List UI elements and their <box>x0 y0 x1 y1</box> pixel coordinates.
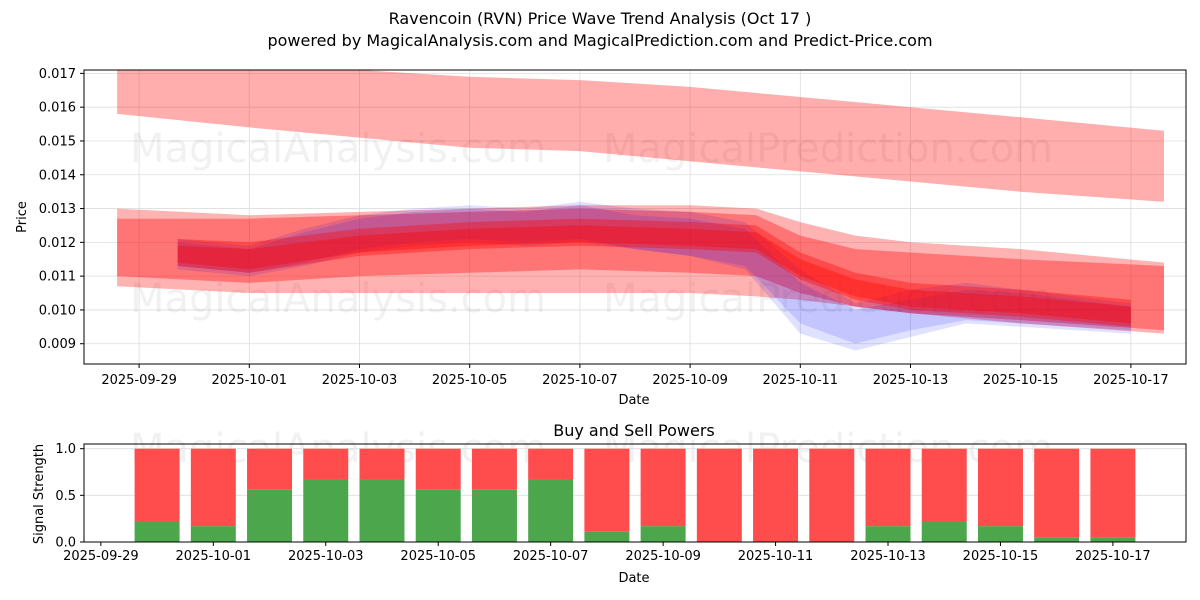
buy-sell-x-tick-label: 2025-10-17 <box>1075 549 1151 564</box>
price-x-tick-label: 2025-10-17 <box>1093 373 1169 388</box>
band-red-wave-2 <box>177 225 1131 324</box>
buy-sell-chart: Buy and Sell Powers MagicalAnalysis.com … <box>32 421 1187 586</box>
price-grid <box>84 70 1186 364</box>
price-y-tick-label: 0.017 <box>39 67 76 82</box>
sell-bar <box>696 448 742 542</box>
sell-bar <box>359 448 405 480</box>
buy-sell-x-tick-label: 2025-10-11 <box>738 549 814 564</box>
watermark-analysis: MagicalAnalysis.com <box>130 276 546 322</box>
buy-bar <box>640 526 686 542</box>
sell-bar <box>247 448 293 490</box>
band-mid-band <box>117 208 1165 331</box>
price-y-tick-label: 0.010 <box>39 303 76 318</box>
chart-subtitle: powered by MagicalAnalysis.com and Magic… <box>267 31 933 50</box>
band-outer-band <box>117 205 1165 334</box>
buy-bar <box>415 489 461 542</box>
buy-sell-y-ticks: 0.0 0.5 1.0 <box>55 442 84 551</box>
price-x-axis-label: Date <box>618 393 649 408</box>
sell-bar <box>134 448 180 522</box>
buy-bar <box>1090 537 1136 542</box>
band-blue-wave-1 <box>177 201 1131 351</box>
buy-bar <box>359 479 405 542</box>
price-y-tick-label: 0.009 <box>39 337 76 352</box>
price-x-ticks: 2025-09-29 2025-10-01 2025-10-03 2025-10-05… <box>101 364 1169 388</box>
sell-bar <box>640 448 686 527</box>
price-watermarks: MagicalAnalysis.com MagicalPrediction.co… <box>130 126 1053 322</box>
buy-bar <box>190 526 236 542</box>
sell-bar <box>809 448 855 542</box>
buy-sell-y-tick-label: 0.5 <box>55 489 76 504</box>
sell-bar <box>921 448 967 522</box>
price-chart: MagicalAnalysis.com MagicalPrediction.co… <box>15 67 1187 408</box>
price-y-tick-label: 0.015 <box>39 134 76 149</box>
price-y-tick-label: 0.012 <box>39 236 76 251</box>
buy-bar <box>134 521 180 542</box>
band-upper-band <box>117 70 1164 202</box>
buy-sell-axes-frame <box>83 443 1187 543</box>
price-x-tick-label: 2025-10-11 <box>763 373 839 388</box>
chart-title: Ravencoin (RVN) Price Wave Trend Analysi… <box>388 9 812 28</box>
buy-sell-y-tick-label: 0.0 <box>55 536 76 551</box>
buy-sell-x-tick-label: 2025-10-07 <box>513 549 589 564</box>
buy-sell-y-axis-label: Signal Strength <box>32 444 47 544</box>
buy-sell-x-tick-label: 2025-10-09 <box>625 549 701 564</box>
buy-sell-x-tick-label: 2025-09-29 <box>63 549 139 564</box>
price-x-tick-label: 2025-10-05 <box>432 373 508 388</box>
buy-sell-bars <box>134 448 1136 542</box>
sell-bar <box>415 448 461 490</box>
sell-bar <box>1090 448 1136 538</box>
price-y-tick-label: 0.011 <box>39 270 76 285</box>
price-y-axis-label: Price <box>15 201 30 233</box>
buy-bar <box>1034 537 1080 542</box>
buy-bar <box>977 526 1023 542</box>
price-y-tick-label: 0.014 <box>39 168 76 183</box>
sell-bar <box>584 448 630 532</box>
price-x-tick-label: 2025-10-15 <box>983 373 1059 388</box>
buy-bar <box>303 479 349 542</box>
price-y-tick-label: 0.013 <box>39 202 76 217</box>
buy-sell-x-axis-label: Date <box>618 571 649 586</box>
watermark-prediction: MagicalPrediction.com <box>603 276 1053 322</box>
price-x-tick-label: 2025-10-03 <box>322 373 398 388</box>
buy-sell-x-tick-label: 2025-10-13 <box>850 549 926 564</box>
buy-sell-x-ticks: 2025-09-29 2025-10-01 2025-10-03 2025-10-05… <box>63 542 1151 564</box>
sell-bar <box>753 448 799 542</box>
buy-bar <box>584 531 630 542</box>
buy-sell-x-tick-label: 2025-10-03 <box>288 549 364 564</box>
buy-bar <box>247 489 293 542</box>
band-blue-wave-2 <box>177 205 1131 344</box>
buy-sell-title: Buy and Sell Powers <box>553 421 715 440</box>
buy-sell-x-tick-label: 2025-10-05 <box>400 549 476 564</box>
sell-bar <box>471 448 517 490</box>
price-x-tick-label: 2025-10-13 <box>873 373 949 388</box>
buy-bar <box>528 479 574 542</box>
sell-bar <box>1034 448 1080 538</box>
buy-bar <box>865 526 911 542</box>
buy-sell-y-tick-label: 1.0 <box>55 442 76 457</box>
price-plot-area <box>84 70 1186 364</box>
sell-bar <box>303 448 349 480</box>
watermark-analysis: MagicalAnalysis.com <box>130 126 546 172</box>
buy-bar <box>921 521 967 542</box>
price-y-tick-label: 0.016 <box>39 101 76 116</box>
sell-bar <box>865 448 911 527</box>
buy-bar <box>471 489 517 542</box>
sell-bar <box>977 448 1023 527</box>
price-y-ticks: 0.009 0.010 0.011 0.012 0.013 0.014 0.015 0.016… <box>39 67 84 352</box>
sell-bar <box>190 448 236 527</box>
watermark-prediction: MagicalPrediction.com <box>603 126 1053 172</box>
band-red-wave-1 <box>177 218 1131 327</box>
buy-sell-x-tick-label: 2025-10-15 <box>963 549 1039 564</box>
buy-sell-x-tick-label: 2025-10-01 <box>176 549 252 564</box>
price-axes-frame <box>83 69 1187 365</box>
sell-bar <box>528 448 574 480</box>
price-x-tick-label: 2025-10-09 <box>652 373 728 388</box>
price-x-tick-label: 2025-09-29 <box>101 373 177 388</box>
price-bands <box>117 70 1165 351</box>
price-x-tick-label: 2025-10-07 <box>542 373 618 388</box>
price-x-tick-label: 2025-10-01 <box>212 373 288 388</box>
